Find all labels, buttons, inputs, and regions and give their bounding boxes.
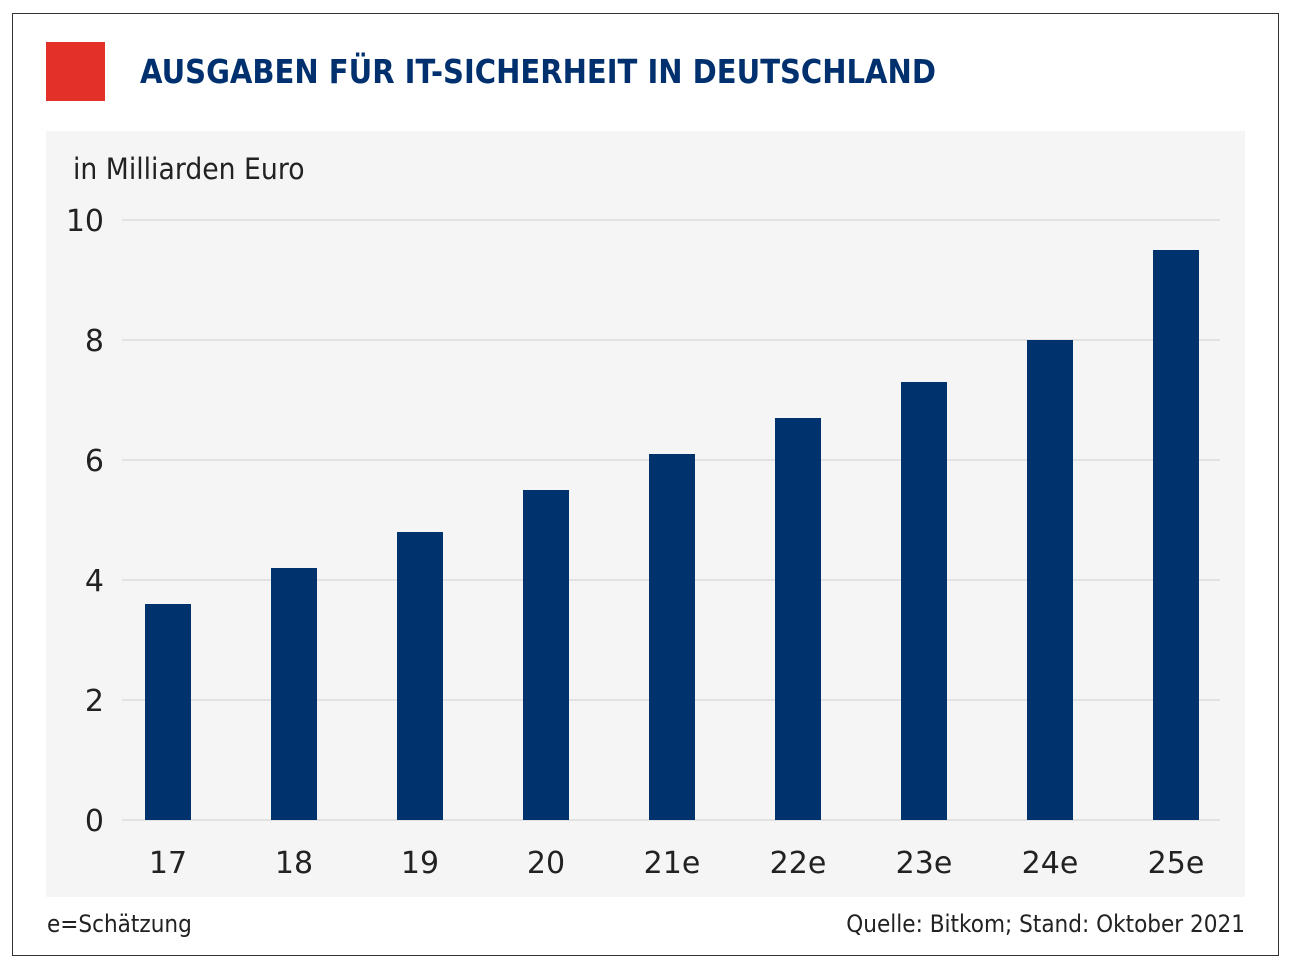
bar	[397, 532, 443, 820]
y-tick-label: 6	[85, 444, 104, 479]
source-note: Quelle: Bitkom; Stand: Oktober 2021	[846, 910, 1245, 938]
footnote: e=Schätzung	[47, 910, 192, 938]
y-tick-label: 8	[85, 324, 104, 359]
x-tick-label: 23e	[896, 846, 953, 881]
chart-title: AUSGABEN FÜR IT-SICHERHEIT IN DEUTSCHLAN…	[140, 52, 936, 91]
bar	[145, 604, 191, 820]
x-tick-label: 18	[275, 846, 313, 881]
bar	[271, 568, 317, 820]
y-tick-label: 2	[85, 684, 104, 719]
bar	[901, 382, 947, 820]
y-tick-label: 0	[85, 804, 104, 839]
chart-frame	[12, 13, 1279, 956]
bar	[775, 418, 821, 820]
y-tick-label: 4	[85, 564, 104, 599]
bar	[523, 490, 569, 820]
bar	[649, 454, 695, 820]
x-tick-label: 20	[527, 846, 565, 881]
y-axis-label: in Milliarden Euro	[73, 152, 305, 186]
x-tick-label: 21e	[644, 846, 701, 881]
bar	[1027, 340, 1073, 820]
bar	[1153, 250, 1199, 820]
x-tick-label: 25e	[1148, 846, 1205, 881]
accent-square	[46, 42, 105, 101]
x-tick-label: 19	[401, 846, 439, 881]
x-tick-label: 22e	[770, 846, 827, 881]
x-tick-label: 24e	[1022, 846, 1079, 881]
y-tick-label: 10	[66, 204, 104, 239]
x-tick-label: 17	[149, 846, 187, 881]
